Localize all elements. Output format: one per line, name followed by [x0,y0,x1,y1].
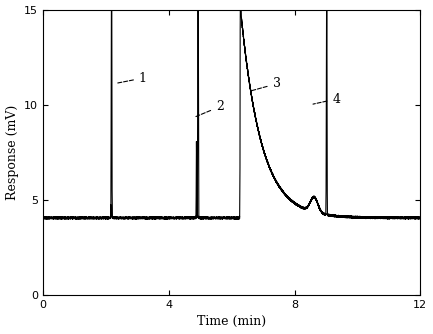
Y-axis label: Response (mV): Response (mV) [6,105,19,200]
X-axis label: Time (min): Time (min) [197,315,266,328]
Text: 2: 2 [195,100,224,117]
Text: 3: 3 [252,77,281,91]
Text: 1: 1 [116,71,147,85]
Text: 4: 4 [313,93,340,106]
